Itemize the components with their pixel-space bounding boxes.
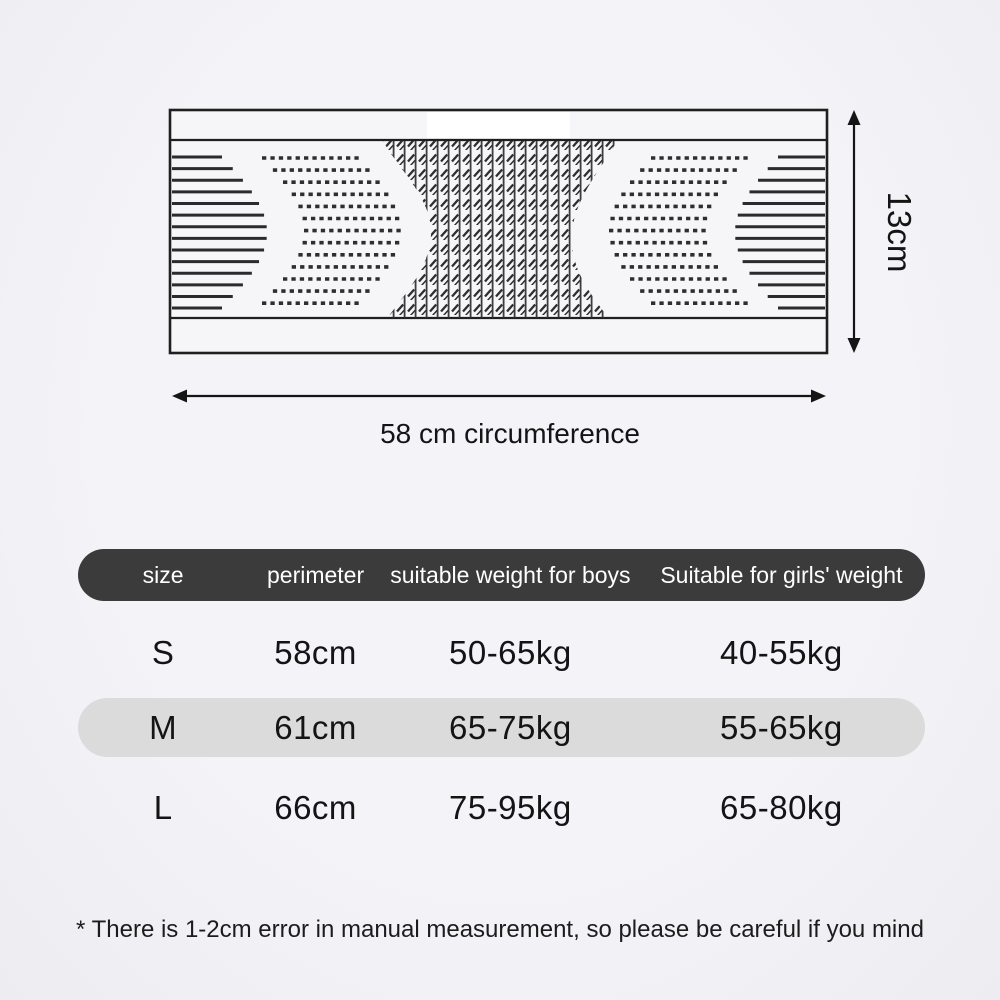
arrowhead-up-icon [847, 110, 861, 125]
measurement-disclaimer: * There is 1-2cm error in manual measure… [76, 916, 924, 943]
boys-weight-value: 65-75kg [448, 708, 572, 746]
perimeter-value: 61cm [274, 708, 357, 746]
table-row-size-l: L 66cm 75-95kg 65-80kg [78, 779, 925, 837]
girls-weight-value: 65-80kg [720, 789, 843, 826]
size-value: M [149, 708, 178, 746]
table-row-size-m: M 61cm 65-75kg 55-65kg [78, 698, 925, 757]
column-header-boys-weight: suitable weight for boys [390, 561, 631, 588]
column-header-girls-weight: Suitable for girls' weight [660, 561, 903, 588]
size-value: L [153, 789, 173, 826]
circumference-dimension-label: 58 cm circumference [380, 418, 640, 449]
band-label-patch [427, 112, 570, 138]
perimeter-value: 58cm [274, 634, 357, 671]
right-stripe-pattern [735, 155, 825, 310]
boys-weight-value: 75-95kg [448, 789, 572, 826]
column-header-perimeter: perimeter [266, 561, 365, 588]
arrowhead-right-icon [811, 389, 826, 403]
circumference-dimension: 58 cm circumference [172, 389, 826, 449]
arrowhead-left-icon [172, 389, 187, 403]
perimeter-value: 66cm [274, 789, 357, 826]
size-value: S [151, 634, 175, 671]
size-table-header: size perimeter suitable weight for boys … [78, 549, 925, 601]
arrowhead-down-icon [847, 338, 861, 353]
left-stripe-pattern [172, 155, 267, 310]
boys-weight-value: 50-65kg [448, 634, 572, 671]
table-row-size-s: S 58cm 50-65kg 40-55kg [78, 624, 925, 682]
knit-panel [383, 141, 617, 318]
column-header-size: size [142, 561, 184, 588]
height-dimension: 13cm [847, 110, 918, 353]
height-dimension-label: 13cm [881, 192, 918, 273]
girls-weight-value: 55-65kg [720, 708, 843, 746]
product-band-diagram: 13cm 58 cm circumference [168, 108, 918, 449]
girls-weight-value: 40-55kg [720, 634, 843, 671]
